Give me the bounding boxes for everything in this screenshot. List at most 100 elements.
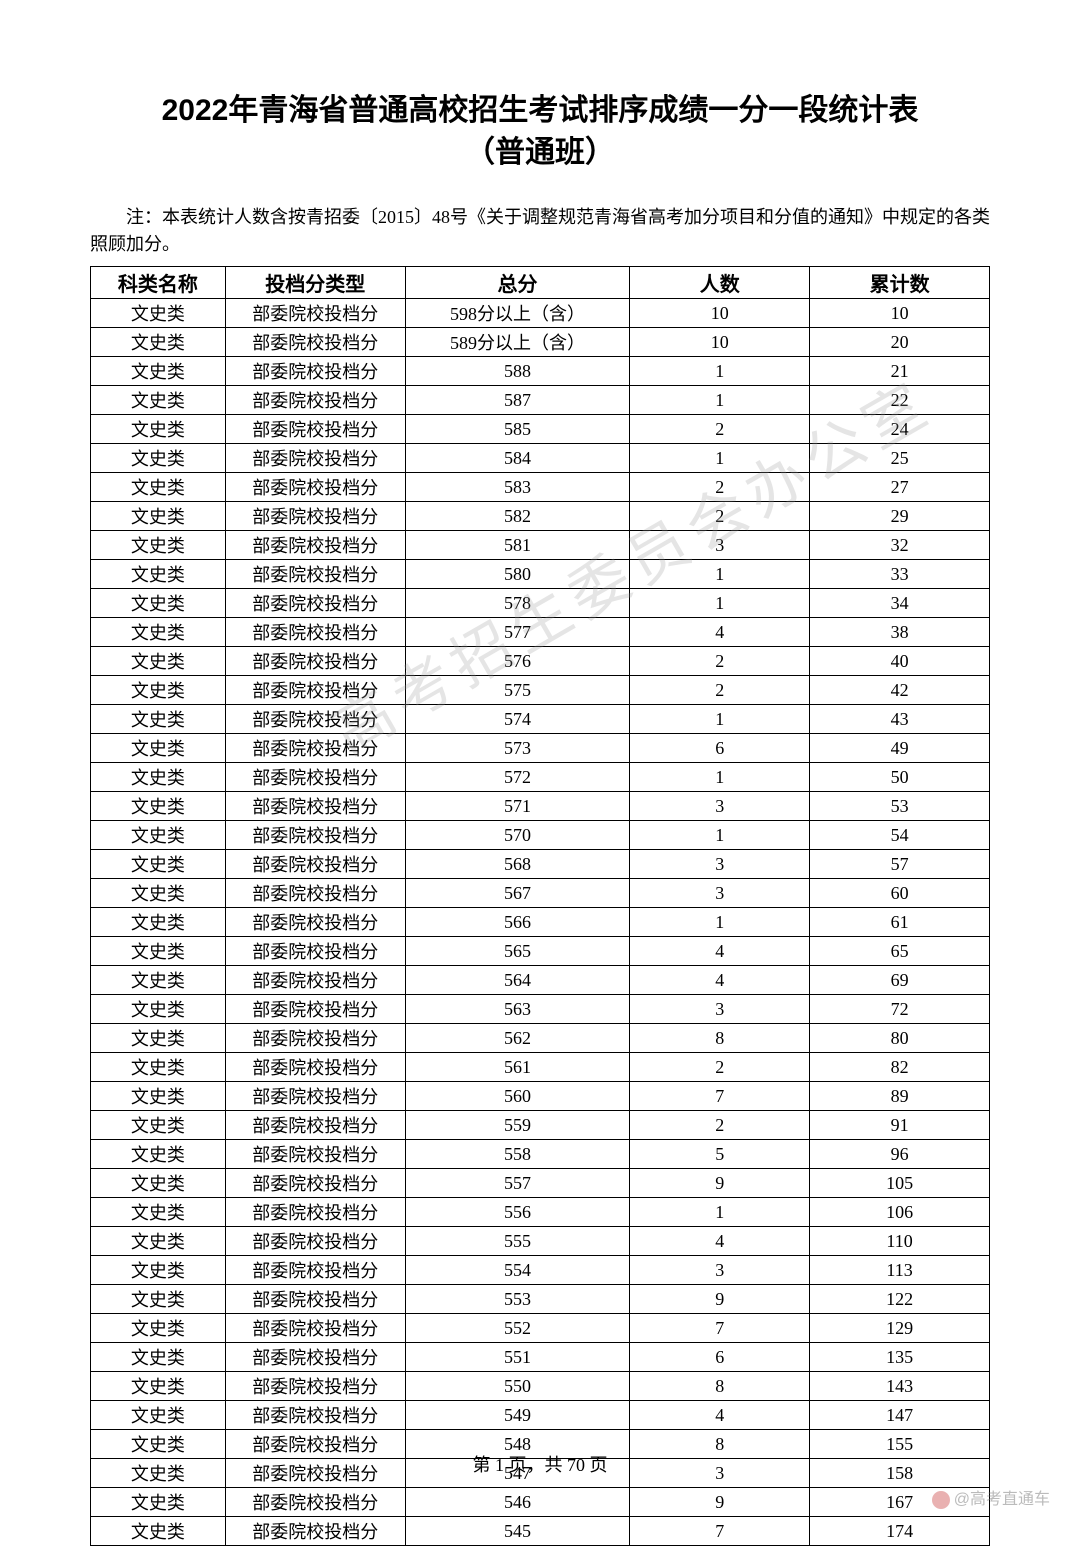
table-cell: 8: [630, 1024, 810, 1053]
table-cell: 565: [405, 937, 630, 966]
table-row: 文史类部委院校投档分563372: [91, 995, 990, 1024]
table-cell: 部委院校投档分: [225, 676, 405, 705]
score-table: 科类名称 投档分类型 总分 人数 累计数 文史类部委院校投档分598分以上（含）…: [90, 266, 990, 1546]
table-cell: 部委院校投档分: [225, 1140, 405, 1169]
table-cell: 570: [405, 821, 630, 850]
col-header-subject: 科类名称: [91, 267, 226, 299]
weibo-icon: [932, 1491, 950, 1509]
table-cell: 文史类: [91, 821, 226, 850]
table-cell: 551: [405, 1343, 630, 1372]
table-cell: 部委院校投档分: [225, 966, 405, 995]
table-row: 文史类部委院校投档分583227: [91, 473, 990, 502]
table-cell: 89: [810, 1082, 990, 1111]
table-cell: 文史类: [91, 1024, 226, 1053]
table-cell: 122: [810, 1285, 990, 1314]
table-cell: 598分以上（含）: [405, 299, 630, 328]
table-cell: 10: [630, 299, 810, 328]
table-cell: 143: [810, 1372, 990, 1401]
table-row: 文史类部委院校投档分571353: [91, 792, 990, 821]
table-row: 文史类部委院校投档分598分以上（含）1010: [91, 299, 990, 328]
table-cell: 文史类: [91, 995, 226, 1024]
table-row: 文史类部委院校投档分570154: [91, 821, 990, 850]
table-cell: 5: [630, 1140, 810, 1169]
table-cell: 部委院校投档分: [225, 1314, 405, 1343]
table-cell: 582: [405, 502, 630, 531]
table-cell: 53: [810, 792, 990, 821]
table-cell: 部委院校投档分: [225, 1372, 405, 1401]
table-cell: 1: [630, 386, 810, 415]
table-cell: 550: [405, 1372, 630, 1401]
table-cell: 3: [630, 531, 810, 560]
title-line-1: 2022年青海省普通高校招生考试排序成绩一分一段统计表: [162, 94, 919, 127]
table-cell: 29: [810, 502, 990, 531]
table-cell: 1: [630, 908, 810, 937]
table-cell: 10: [810, 299, 990, 328]
table-row: 文史类部委院校投档分574143: [91, 705, 990, 734]
table-row: 文史类部委院校投档分5579105: [91, 1169, 990, 1198]
table-cell: 50: [810, 763, 990, 792]
table-cell: 部委院校投档分: [225, 1488, 405, 1517]
table-cell: 文史类: [91, 444, 226, 473]
table-cell: 文史类: [91, 792, 226, 821]
col-header-score: 总分: [405, 267, 630, 299]
table-cell: 2: [630, 502, 810, 531]
table-cell: 24: [810, 415, 990, 444]
table-cell: 9: [630, 1488, 810, 1517]
table-row: 文史类部委院校投档分5469167: [91, 1488, 990, 1517]
table-row: 文史类部委院校投档分5561106: [91, 1198, 990, 1227]
table-cell: 567: [405, 879, 630, 908]
table-cell: 7: [630, 1082, 810, 1111]
table-cell: 9: [630, 1285, 810, 1314]
table-cell: 部委院校投档分: [225, 444, 405, 473]
weibo-handle: @高考直通车: [954, 1491, 1050, 1508]
table-cell: 4: [630, 1401, 810, 1430]
table-cell: 585: [405, 415, 630, 444]
table-cell: 1: [630, 763, 810, 792]
table-cell: 557: [405, 1169, 630, 1198]
table-cell: 文史类: [91, 502, 226, 531]
table-cell: 25: [810, 444, 990, 473]
table-cell: 文史类: [91, 1488, 226, 1517]
table-cell: 129: [810, 1314, 990, 1343]
col-header-type: 投档分类型: [225, 267, 405, 299]
table-cell: 部委院校投档分: [225, 1285, 405, 1314]
table-cell: 2: [630, 473, 810, 502]
table-cell: 2: [630, 1053, 810, 1082]
table-cell: 65: [810, 937, 990, 966]
table-cell: 106: [810, 1198, 990, 1227]
table-cell: 588: [405, 357, 630, 386]
footer-page: 1: [495, 1455, 504, 1475]
table-row: 文史类部委院校投档分558596: [91, 1140, 990, 1169]
table-cell: 部委院校投档分: [225, 1401, 405, 1430]
table-cell: 文史类: [91, 1372, 226, 1401]
table-cell: 545: [405, 1517, 630, 1546]
table-cell: 部委院校投档分: [225, 1227, 405, 1256]
table-cell: 576: [405, 647, 630, 676]
table-cell: 2: [630, 676, 810, 705]
table-cell: 96: [810, 1140, 990, 1169]
table-cell: 1: [630, 589, 810, 618]
table-cell: 部委院校投档分: [225, 299, 405, 328]
table-cell: 147: [810, 1401, 990, 1430]
table-cell: 572: [405, 763, 630, 792]
table-cell: 10: [630, 328, 810, 357]
table-cell: 553: [405, 1285, 630, 1314]
table-cell: 文史类: [91, 1082, 226, 1111]
table-cell: 4: [630, 966, 810, 995]
table-cell: 33: [810, 560, 990, 589]
table-cell: 部委院校投档分: [225, 821, 405, 850]
table-cell: 文史类: [91, 299, 226, 328]
table-cell: 564: [405, 966, 630, 995]
table-row: 文史类部委院校投档分573649: [91, 734, 990, 763]
table-row: 文史类部委院校投档分575242: [91, 676, 990, 705]
table-cell: 2: [630, 1111, 810, 1140]
table-cell: 文史类: [91, 1140, 226, 1169]
table-cell: 21: [810, 357, 990, 386]
table-cell: 3: [630, 995, 810, 1024]
table-cell: 4: [630, 618, 810, 647]
table-cell: 文史类: [91, 1198, 226, 1227]
table-cell: 72: [810, 995, 990, 1024]
table-cell: 7: [630, 1517, 810, 1546]
footer-total: 70: [567, 1455, 585, 1475]
table-row: 文史类部委院校投档分582229: [91, 502, 990, 531]
